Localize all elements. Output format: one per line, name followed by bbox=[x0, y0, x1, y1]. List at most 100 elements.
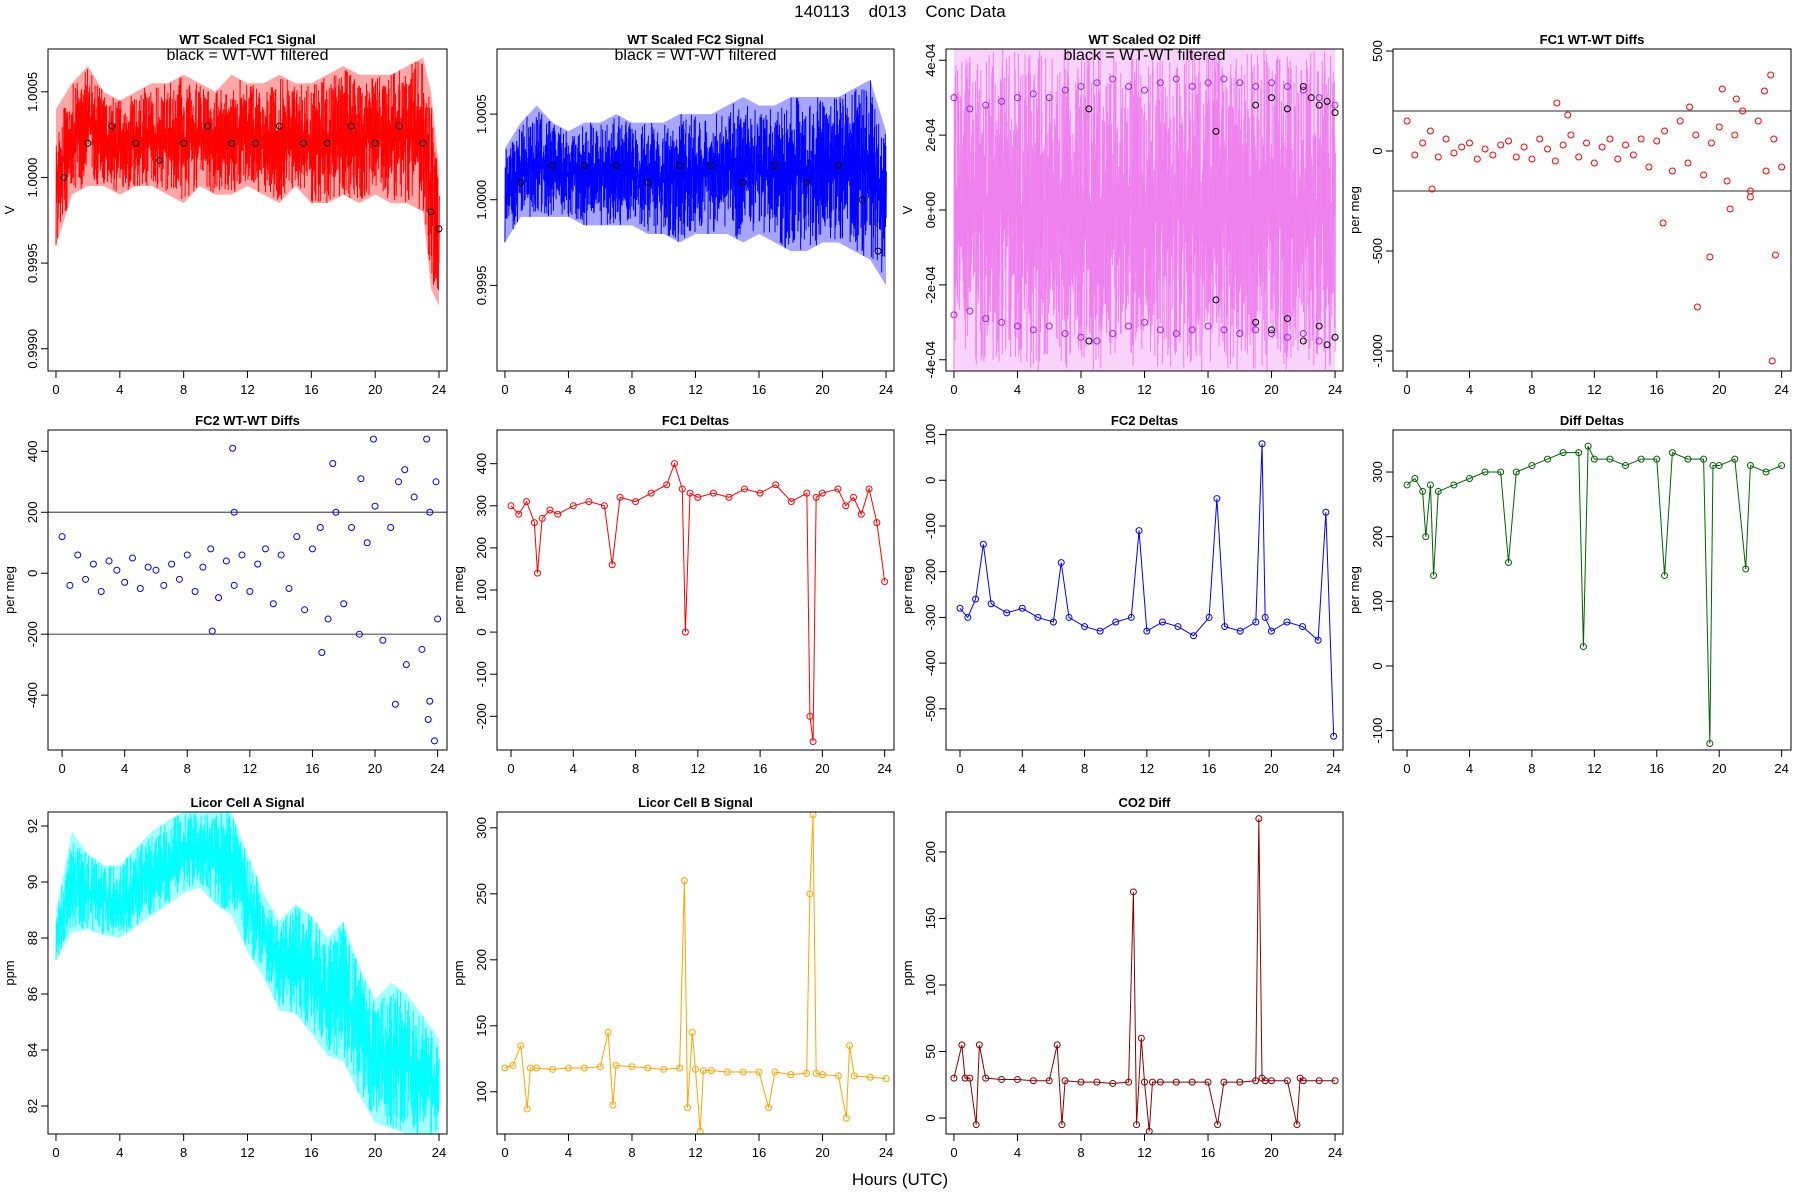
data-point bbox=[842, 502, 850, 510]
plot-frame bbox=[945, 429, 1344, 751]
data-point bbox=[842, 1114, 850, 1122]
data-point bbox=[1221, 623, 1229, 631]
data-point bbox=[175, 575, 183, 583]
data-point bbox=[858, 196, 866, 204]
data-point bbox=[1653, 137, 1661, 145]
data-point bbox=[517, 179, 525, 187]
data-point bbox=[1473, 155, 1481, 163]
data-point bbox=[132, 139, 140, 147]
data-point bbox=[549, 1065, 557, 1073]
data-point bbox=[596, 1063, 604, 1071]
data-point bbox=[1057, 559, 1065, 567]
data-point bbox=[391, 700, 399, 708]
data-point bbox=[254, 560, 262, 568]
chart-panel-diff-deltas: 0 4 8 12 16 20 24 -100 0 100 200 300 per meg Diff Del… bbox=[1347, 413, 1792, 776]
data-point bbox=[1637, 135, 1645, 143]
data-point bbox=[1590, 455, 1598, 463]
x-tick-label: 0 bbox=[507, 761, 514, 776]
data-point bbox=[1411, 474, 1419, 482]
x-tick-label: 0 bbox=[1403, 761, 1410, 776]
data-point bbox=[1141, 86, 1148, 94]
data-point bbox=[1481, 468, 1489, 476]
data-point bbox=[1434, 153, 1442, 161]
data-point bbox=[1252, 1077, 1260, 1085]
series-deltas bbox=[956, 440, 1338, 740]
series-diffs bbox=[58, 435, 442, 745]
data-point bbox=[1268, 330, 1276, 338]
plot-frame bbox=[47, 429, 448, 751]
data-point bbox=[865, 485, 873, 493]
data-point bbox=[523, 1105, 531, 1113]
x-tick-label: 20 bbox=[1264, 1145, 1278, 1160]
data-point bbox=[1331, 109, 1339, 117]
data-point bbox=[1205, 613, 1213, 621]
data-point bbox=[299, 139, 307, 147]
series-signal bbox=[501, 812, 890, 1134]
data-point bbox=[873, 519, 881, 527]
data-point bbox=[1077, 1078, 1085, 1086]
data-point bbox=[660, 1065, 668, 1073]
data-point bbox=[956, 604, 964, 612]
data-point bbox=[1053, 1041, 1061, 1049]
x-tick-label: 0 bbox=[501, 382, 508, 397]
y-tick-label: 100 bbox=[923, 974, 938, 996]
x-tick-label: 12 bbox=[1137, 1145, 1151, 1160]
data-point bbox=[1622, 141, 1630, 149]
signal-trace bbox=[55, 61, 440, 291]
data-point bbox=[246, 588, 254, 596]
data-point bbox=[1700, 171, 1708, 179]
chart-panel-fc1-wtwt: 0 4 8 12 16 20 24 -1000 -500 0 500 per meg FC1 WT-WT… bbox=[1347, 32, 1792, 397]
data-point bbox=[1606, 135, 1614, 143]
data-point bbox=[1428, 185, 1436, 193]
data-point bbox=[1458, 143, 1466, 151]
chart-panel-licor-a: 0 4 8 12 16 20 24 82 84 86 88 90 92 ppm Licor Cell A S… bbox=[2, 795, 448, 1160]
y-tick-label: -400 bbox=[923, 650, 938, 676]
chart-title: FC2 Deltas bbox=[1111, 413, 1178, 428]
data-point bbox=[600, 502, 608, 510]
x-tick-label: 4 bbox=[121, 761, 128, 776]
x-tick-label: 0 bbox=[956, 761, 963, 776]
x-tick-label: 16 bbox=[1650, 382, 1664, 397]
data-point bbox=[1137, 1034, 1145, 1042]
y-tick-label: 84 bbox=[25, 1043, 40, 1057]
data-point bbox=[1125, 82, 1133, 90]
x-tick-label: 12 bbox=[243, 761, 257, 776]
data-point bbox=[1109, 330, 1117, 338]
data-point bbox=[1544, 455, 1552, 463]
chart-panel-fc2-wtwt: 0 4 8 12 16 20 24 -400 -200 0 200 400 per meg FC2 WT-… bbox=[2, 413, 448, 776]
data-point bbox=[229, 444, 237, 452]
data-point bbox=[1778, 462, 1786, 470]
data-point bbox=[1283, 315, 1291, 323]
data-point bbox=[806, 890, 814, 898]
data-point bbox=[803, 1069, 811, 1077]
x-tick-label: 4 bbox=[116, 382, 123, 397]
y-axis-label: ppm bbox=[2, 960, 17, 985]
data-point bbox=[1746, 193, 1754, 201]
y-tick-label: 100 bbox=[474, 1081, 489, 1103]
y-tick-label: 0 bbox=[474, 628, 489, 635]
data-point bbox=[1109, 75, 1117, 83]
data-point bbox=[1629, 151, 1637, 159]
y-tick-label: 150 bbox=[474, 1015, 489, 1037]
data-point bbox=[1323, 97, 1331, 105]
x-tick-label: 12 bbox=[1587, 761, 1601, 776]
data-point bbox=[74, 551, 82, 559]
y-tick-label: 300 bbox=[474, 495, 489, 517]
x-tick-label: 12 bbox=[691, 761, 705, 776]
signal-envelope bbox=[953, 49, 1336, 371]
data-point bbox=[1261, 613, 1269, 621]
data-point bbox=[1093, 79, 1101, 87]
data-point bbox=[427, 208, 435, 216]
data-point bbox=[1315, 322, 1323, 330]
data-point bbox=[772, 481, 780, 489]
x-tick-label: 16 bbox=[752, 382, 766, 397]
data-point bbox=[128, 554, 136, 562]
x-tick-label: 24 bbox=[877, 761, 891, 776]
data-point bbox=[1715, 462, 1723, 470]
data-point bbox=[1559, 449, 1567, 457]
annotation-label: black = WT-WT filtered bbox=[615, 47, 777, 64]
series-wt-wt-filtered bbox=[60, 122, 443, 233]
x-tick-label: 20 bbox=[815, 761, 829, 776]
data-point bbox=[966, 105, 974, 113]
data-point bbox=[678, 485, 686, 493]
